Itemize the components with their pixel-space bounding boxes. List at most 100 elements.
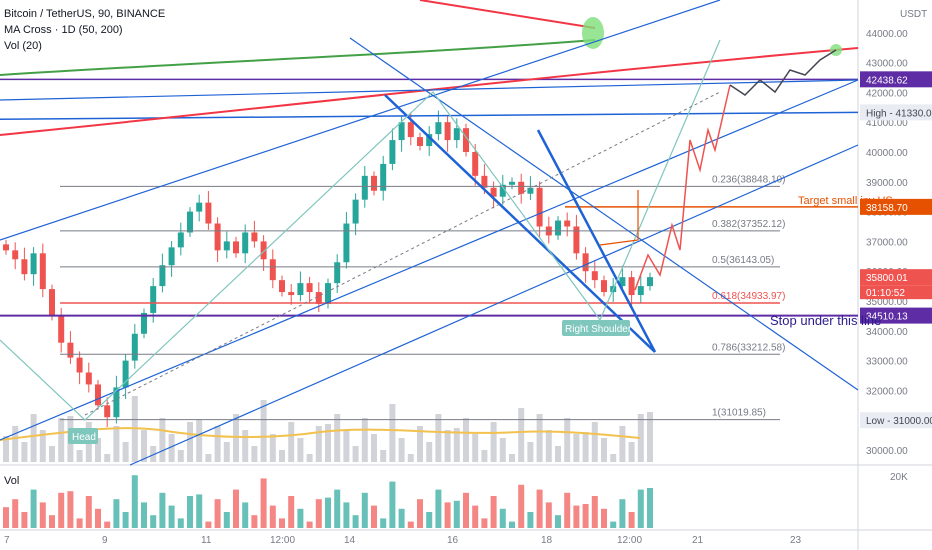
currency-label: USDT (900, 9, 927, 20)
volume-bar (122, 442, 129, 462)
candle-body (21, 259, 28, 275)
volume-bar (371, 434, 377, 462)
volume-pane-bar (104, 521, 111, 528)
volume-pane-bar (647, 488, 653, 528)
candle-body (481, 175, 488, 188)
candle-body (637, 286, 644, 296)
volume-bar (95, 438, 101, 462)
candle-body (601, 280, 607, 293)
volume-pane-bar (536, 489, 543, 528)
candle-body (509, 181, 515, 185)
volume-bar (444, 430, 451, 462)
volume-pane-bar (58, 492, 65, 528)
volume-bar (251, 446, 258, 462)
volume-ma-line (0, 427, 641, 441)
candle-body (223, 241, 230, 251)
volume-bar (637, 414, 644, 462)
candle-body (233, 241, 239, 254)
volume-pane-bar (196, 494, 203, 528)
volume-pane-bar (205, 521, 212, 528)
ma-indicator-label[interactable]: MA Cross · 1D (50, 200) (4, 24, 123, 36)
candle-body (453, 128, 460, 141)
volume-pane-bar (21, 512, 28, 528)
candle-body (12, 250, 19, 260)
volume-pane-bar (426, 512, 433, 528)
wedge-line (384, 94, 656, 353)
volume-pane-bar (251, 515, 258, 528)
volume-pane-bar (509, 521, 515, 528)
volume-bar (555, 446, 561, 462)
volume-bar (509, 454, 515, 462)
volume-pane-bar (518, 484, 525, 528)
volume-pane-bar (306, 521, 313, 528)
projection-path (634, 84, 731, 291)
volume-pane-bar (279, 518, 285, 528)
candle-body (518, 181, 525, 194)
wedge-line (536, 129, 657, 353)
candle-body (591, 271, 598, 281)
candle-body (297, 283, 304, 296)
volume-bar (39, 430, 46, 462)
volume-pane-bar (453, 500, 460, 528)
volume-pane-bar (499, 508, 506, 528)
volume-bar (361, 418, 368, 462)
fib-level-label: 1(31019.85) (712, 408, 766, 419)
volume-pane-bar (297, 508, 304, 528)
volume-bar (601, 438, 607, 462)
target-annotation: Target small inv HS (798, 195, 893, 207)
low-price-tag-bg (860, 412, 932, 429)
volume-bar (233, 414, 239, 462)
fib-level-label: 0.5(36143.05) (712, 255, 774, 266)
volume-pane-bar (85, 496, 92, 528)
candle-body (619, 277, 626, 287)
time-axis-label: 21 (692, 535, 704, 546)
volume-pane-bar (481, 518, 488, 528)
candle-body (352, 199, 359, 224)
volume-pane-bar (131, 475, 138, 528)
volume-bar (104, 454, 111, 462)
volume-bar (279, 450, 285, 462)
time-axis-label: 11 (201, 535, 212, 546)
volume-pane-label: Vol (4, 475, 20, 487)
volume-pane-bar (334, 489, 341, 528)
volume-bar (380, 450, 387, 462)
candle-body (131, 333, 138, 361)
volume-bar (177, 450, 184, 462)
stop-annotation: Stop under this line (770, 313, 881, 328)
volume-bar (545, 430, 552, 462)
volume-bar (21, 442, 28, 462)
candle-body (242, 232, 249, 254)
volume-pane-bar (343, 502, 350, 528)
channel-line (0, 0, 721, 241)
volume-bar (288, 422, 295, 462)
candle-body (555, 220, 561, 236)
volume-pane-bar (417, 499, 423, 528)
volume-bar (453, 428, 460, 462)
volume-indicator-label[interactable]: Vol (20) (4, 40, 42, 52)
volume-bar (30, 414, 37, 462)
candle-body (251, 232, 258, 242)
volume-bar (12, 426, 19, 462)
price-axis-label: 37000.00 (866, 237, 908, 248)
symbol-title[interactable]: Bitcoin / TetherUS, 90, BINANCE (4, 8, 166, 20)
projection-path (729, 49, 837, 96)
volume-bar (417, 426, 423, 462)
candle-body (150, 286, 157, 313)
volume-bar (426, 442, 433, 462)
candle-body (647, 277, 653, 287)
fib-level-label: 0.236(38848.10) (712, 174, 785, 185)
candle-body (315, 292, 322, 304)
volume-bar (573, 434, 580, 462)
price-axis-label: 33000.00 (866, 357, 908, 368)
volume-pane-bar (95, 508, 101, 528)
volume-pane-bar (67, 491, 74, 528)
price-pane (0, 0, 858, 465)
volume-pane-bar (472, 505, 479, 528)
volume-bar (196, 420, 203, 462)
candle-body (196, 202, 203, 212)
price-axis-label: 44000.00 (866, 29, 908, 40)
candle-body (371, 175, 377, 191)
candle-body (49, 289, 55, 316)
candle-body (444, 122, 451, 141)
